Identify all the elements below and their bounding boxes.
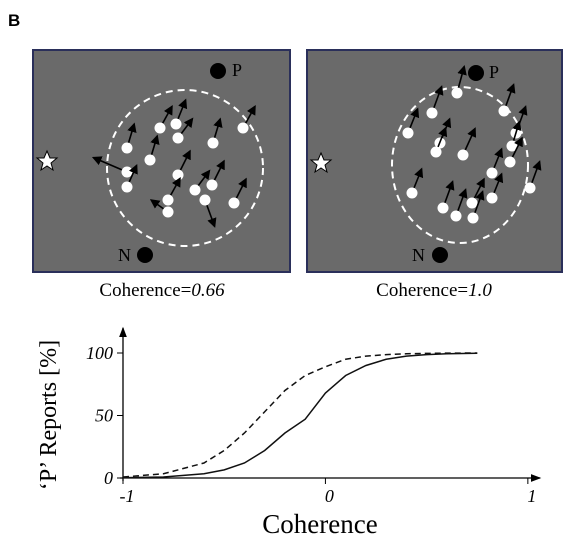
dot: [121, 142, 133, 154]
target-n: [137, 247, 153, 263]
panel-label: B: [8, 11, 20, 30]
dot: [451, 87, 463, 99]
motion-arrow: [91, 156, 128, 173]
panel-bg: [306, 49, 563, 273]
y-axis-label: ‘P’ Reports [%]: [36, 340, 62, 490]
target-n: [432, 247, 448, 263]
curve: [122, 352, 478, 479]
stimulus-panel: P N: [32, 49, 291, 273]
target-p-label: P: [232, 60, 242, 80]
caption: Coherence=0.66: [99, 280, 225, 301]
target-n-label: N: [412, 245, 425, 265]
stimulus-panel: P N: [306, 49, 563, 273]
dot: [162, 206, 174, 218]
dot: [457, 149, 469, 161]
target-p: [468, 65, 484, 81]
dot: [121, 181, 133, 193]
dot: [430, 146, 442, 158]
dot: [402, 127, 414, 139]
dot: [207, 137, 219, 149]
caption-prefix: Coherence=: [99, 280, 191, 301]
panel-bg: [32, 49, 291, 273]
x-tick-label: 0: [325, 486, 334, 506]
caption-value: 0.66: [191, 280, 225, 301]
y-tick-label: 50: [95, 406, 113, 426]
target-p: [210, 63, 226, 79]
x-axis-label: Coherence: [262, 509, 377, 539]
dot: [237, 122, 249, 134]
dot-field: [91, 98, 256, 228]
dot: [228, 197, 240, 209]
dot: [199, 194, 211, 206]
dot: [189, 184, 201, 196]
aperture: [391, 86, 529, 244]
dot: [524, 182, 536, 194]
x-tick-label: -1: [120, 486, 135, 506]
dot: [486, 192, 498, 204]
dot: [144, 154, 156, 166]
target-p-label: P: [489, 62, 499, 82]
dot: [172, 132, 184, 144]
dot: [486, 167, 498, 179]
fixation-star: [309, 151, 333, 174]
chart: 0 50 100 -1 0 1 Coherence ‘P’ Reports [%]: [36, 326, 542, 539]
dot: [170, 118, 182, 130]
caption-value: 1.0: [468, 280, 492, 301]
dot: [467, 212, 479, 224]
curve: [122, 352, 478, 478]
dot: [498, 105, 510, 117]
caption: Coherence=1.0: [376, 280, 492, 301]
y-tick-label: 100: [86, 343, 113, 363]
y-tick-label: 0: [104, 468, 113, 488]
dot: [406, 187, 418, 199]
dot: [162, 194, 174, 206]
dot: [206, 179, 218, 191]
fixation-star: [35, 149, 59, 172]
dot: [504, 156, 516, 168]
dot: [154, 122, 166, 134]
dot: [426, 107, 438, 119]
dot: [450, 210, 462, 222]
dot: [172, 169, 184, 181]
aperture: [106, 89, 264, 247]
x-tick-label: 1: [527, 486, 536, 506]
dot: [121, 166, 133, 178]
dot: [437, 202, 449, 214]
target-n-label: N: [118, 245, 131, 265]
caption-prefix: Coherence=: [376, 280, 468, 301]
dot: [466, 197, 478, 209]
dot-field: [402, 65, 542, 224]
